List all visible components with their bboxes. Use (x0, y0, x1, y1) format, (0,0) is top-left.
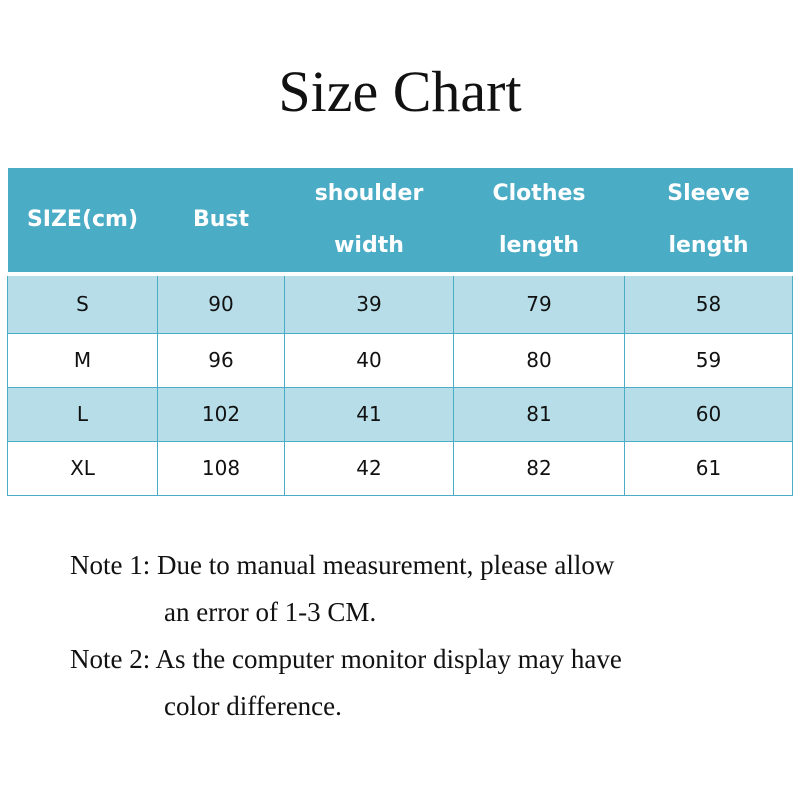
header-text: length (668, 233, 749, 258)
table-cell: L (7, 386, 158, 442)
table-cell: M (7, 332, 158, 388)
table-cell: 40 (284, 332, 454, 388)
table-row: L 102 41 81 60 (7, 386, 793, 442)
table-cell: 61 (624, 440, 793, 496)
header-text: Clothes (492, 181, 586, 206)
header-row: SIZE(cm) Bust shoulder width Clothes lengt… (7, 168, 793, 276)
table-cell: 96 (157, 332, 285, 388)
page-title: Size Chart (278, 59, 522, 124)
table-cell: 81 (453, 386, 625, 442)
header-shoulder: shoulder width (284, 168, 454, 276)
header-bust: Bust (157, 168, 285, 276)
header-text: width (334, 233, 404, 258)
table-cell: 79 (453, 273, 625, 334)
header-sleeve-length: Sleeve length (624, 168, 793, 276)
table-cell: 108 (157, 440, 285, 496)
table-cell: 102 (157, 386, 285, 442)
header-text: Sleeve (667, 181, 750, 206)
header-clothes-length: Clothes length (453, 168, 625, 276)
note-text: Note 2: As the computer monitor display … (70, 644, 622, 674)
table-row: M 96 40 80 59 (7, 332, 793, 388)
table-cell: 59 (624, 332, 793, 388)
note-2: Note 2: As the computer monitor display … (70, 636, 622, 730)
note-text: color difference. (164, 691, 342, 721)
table-cell: XL (7, 440, 158, 496)
table-cell: 42 (284, 440, 454, 496)
table-cell: 41 (284, 386, 454, 442)
header-text: Bust (192, 207, 250, 232)
header-text: shoulder (314, 181, 424, 206)
header-text: SIZE(cm) (26, 207, 139, 232)
table-cell: 60 (624, 386, 793, 442)
table-cell: S (7, 273, 158, 334)
table-row: S 90 39 79 58 (7, 273, 793, 334)
table-cell: 80 (453, 332, 625, 388)
table-cell: 90 (157, 273, 285, 334)
note-1: Note 1: Due to manual measurement, pleas… (70, 542, 622, 636)
size-table: SIZE(cm) Bust shoulder width Clothes lengt… (7, 168, 793, 496)
table-cell: 58 (624, 273, 793, 334)
notes: Note 1: Due to manual measurement, pleas… (70, 542, 622, 730)
header-text: length (498, 233, 580, 258)
table-cell: 82 (453, 440, 625, 496)
table-cell: 39 (284, 273, 454, 334)
note-text: Note 1: Due to manual measurement, pleas… (70, 550, 615, 580)
note-text: an error of 1-3 CM. (164, 597, 377, 627)
table-row: XL 108 42 82 61 (7, 440, 793, 496)
header-size: SIZE(cm) (7, 168, 158, 276)
